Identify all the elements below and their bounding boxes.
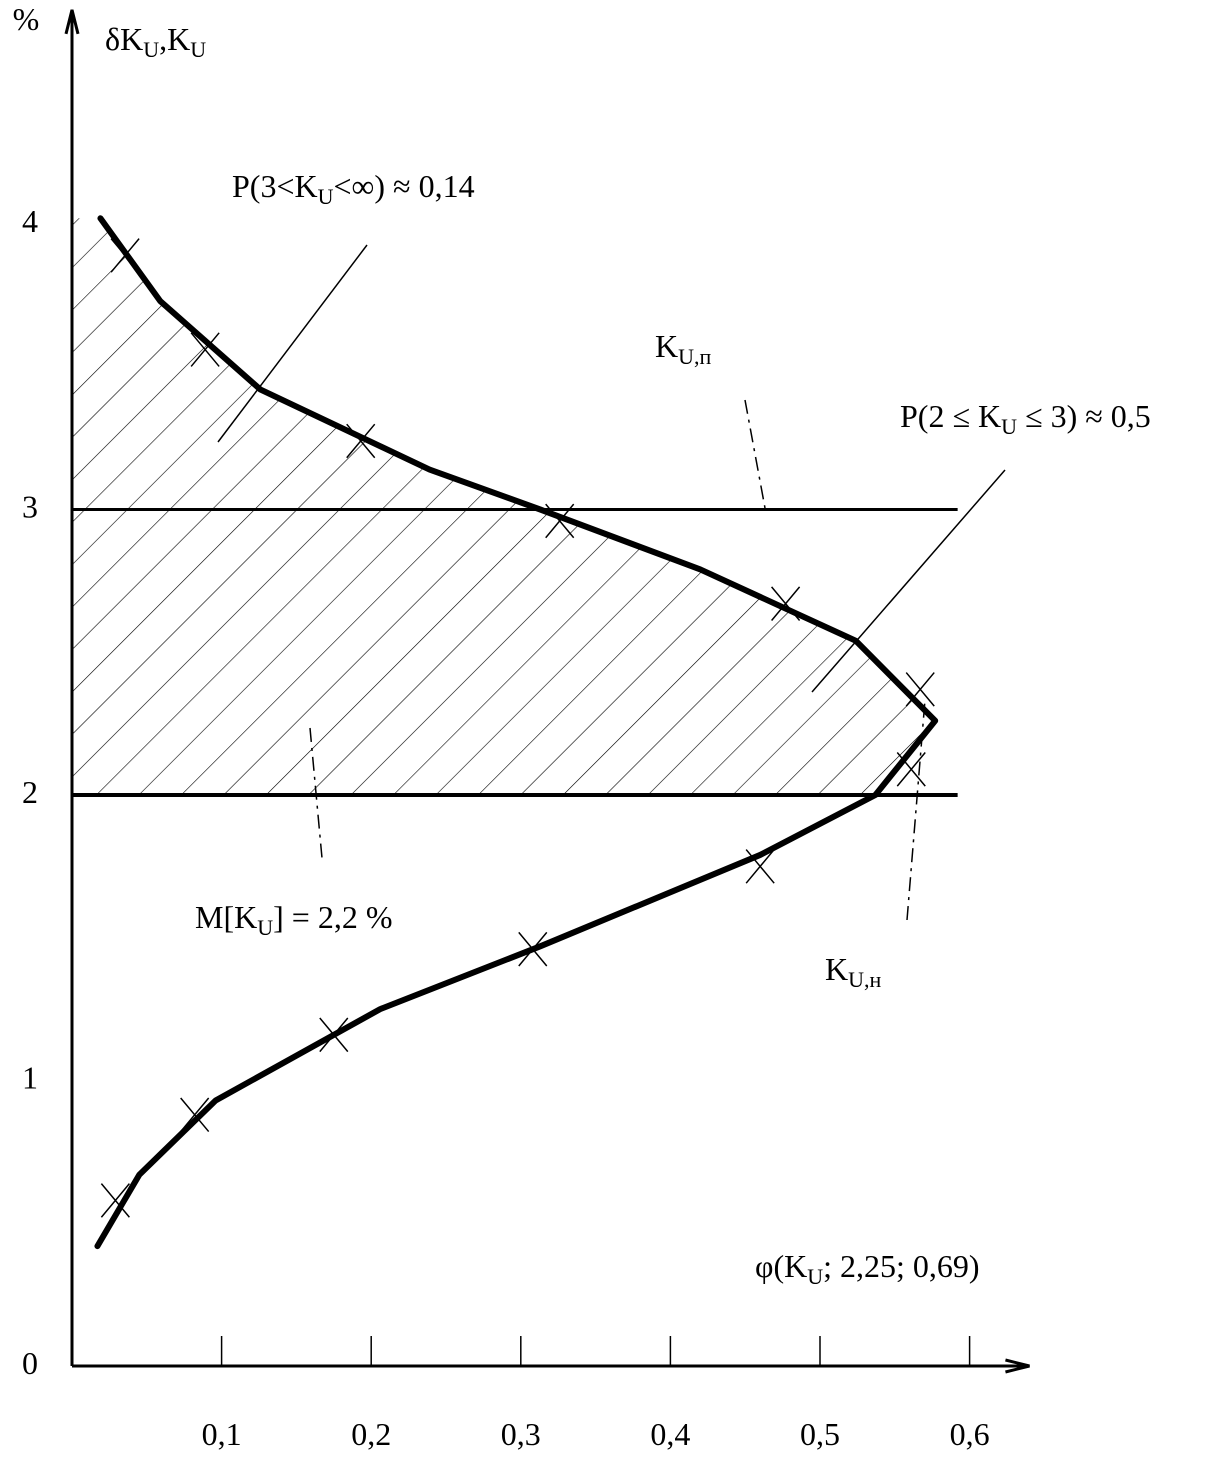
annotation-part: U,п [678,344,711,369]
marker [545,503,575,539]
x-axis [72,1358,1030,1374]
hatch-area [72,218,936,796]
y-axis-label-part: U [190,37,206,62]
marker [190,332,220,367]
annotation-part: P(2 ≤ K [900,398,1001,434]
annotation-part: P(3<K [232,168,318,204]
x-tick-label: 0,6 [950,1416,990,1452]
annotation-part: U [1001,414,1017,439]
annotation-part: U [318,184,334,209]
y-tick-label: 3 [22,489,38,525]
y-axis [64,9,80,1366]
annotation-part: U,н [848,967,881,992]
annotation: P(3<KU<∞) ≈ 0,14 [232,168,475,209]
marker [319,1017,349,1053]
y-tick-label: 0 [22,1345,38,1381]
annotation: M[KU] = 2,2 % [195,899,392,940]
marker [110,238,140,273]
x-tick-label: 0,3 [501,1416,541,1452]
marker [518,931,548,967]
marker [745,849,775,884]
marker [771,586,801,621]
x-tick-label: 0,2 [351,1416,391,1452]
marker [180,1097,210,1133]
annotation: KU,н [825,951,881,992]
y-tick-label: 2 [22,774,38,810]
x-tick-label: 0,5 [800,1416,840,1452]
y-tick-label: 4 [22,203,38,239]
y-axis-label-part: ,K [159,21,190,57]
annotation-part: ; 2,25; 0,69) [823,1248,979,1284]
annotation: P(2 ≤ KU ≤ 3) ≈ 0,5 [900,398,1151,439]
annotation-part: U [257,915,273,940]
y-axis-label-part: δK [105,21,143,57]
marker [896,752,926,787]
x-tick-label: 0,4 [650,1416,690,1452]
annotation: KU,п [655,328,711,369]
leader-line [744,399,766,509]
marker [100,1183,130,1218]
annotation-part: ] = 2,2 % [273,899,392,935]
y-axis-label: δKU,KU [105,21,206,62]
marker [346,423,376,459]
annotation-part: φ(K [755,1248,807,1284]
annotation-part: ≤ 3) ≈ 0,5 [1017,398,1151,434]
y-unit: % [13,1,40,37]
y-tick-label: 1 [22,1060,38,1096]
density-curve [94,215,939,1250]
annotation-part: U [807,1264,823,1289]
annotation-part: K [825,951,848,987]
marker [905,672,935,707]
annotation-part: K [655,328,678,364]
annotation-part: <∞) ≈ 0,14 [334,168,475,204]
annotation-part: M[K [195,899,257,935]
x-tick-label: 0,1 [202,1416,242,1452]
annotation: φ(KU; 2,25; 0,69) [755,1248,980,1289]
y-axis-label-part: U [143,37,159,62]
